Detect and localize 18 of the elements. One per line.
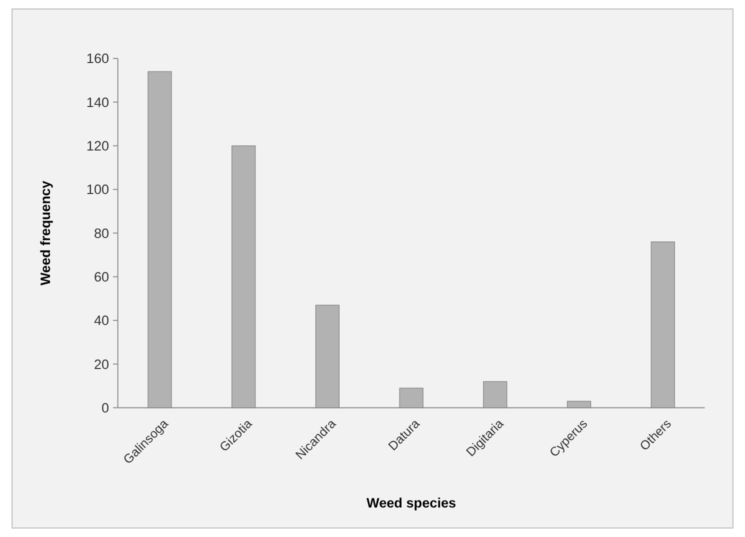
y-tick-label: 20 [94,356,110,372]
x-axis-title: Weed species [366,496,456,511]
y-tick-label: 100 [86,182,110,198]
y-tick-label: 120 [86,138,110,154]
y-tick-label: 160 [86,51,110,66]
bar [483,381,508,408]
bar [566,400,592,408]
y-tick-label: 60 [94,270,110,284]
bar [399,388,424,408]
bar [148,71,172,408]
y-axis-title: Weed frequency [38,180,53,286]
y-tick-label: 40 [94,313,110,328]
bar [315,304,340,408]
bar [650,242,675,408]
y-tick-label: 80 [94,226,110,241]
y-tick-label: 0 [102,400,110,416]
y-tick-label: 140 [86,94,110,110]
bar [232,145,256,408]
